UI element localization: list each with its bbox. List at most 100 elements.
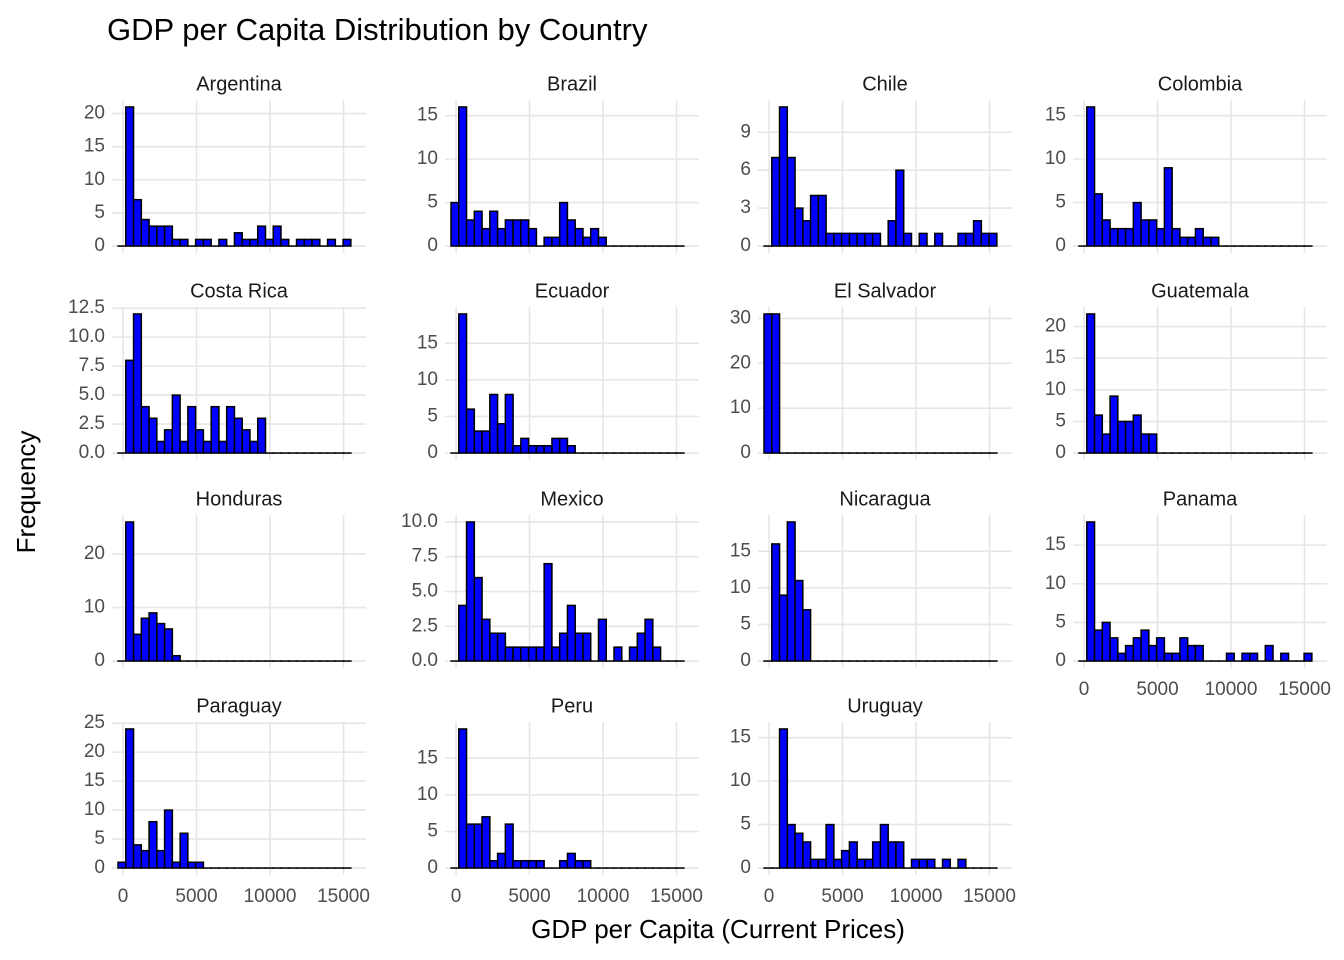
- histogram-bar: [125, 359, 135, 454]
- histogram-bar: [1124, 420, 1135, 454]
- strip-title: Panama: [1163, 488, 1238, 510]
- y-tick-label: 0: [427, 857, 438, 878]
- histogram-bar: [1109, 637, 1119, 662]
- histogram-bar: [326, 238, 337, 247]
- histogram-bar: [171, 238, 181, 247]
- y-tick-label: 2.5: [412, 615, 438, 636]
- y-tick-label: 15: [84, 770, 105, 791]
- y-tick-label: 30: [730, 307, 751, 328]
- y-tick-label: 12.5: [68, 297, 105, 318]
- x-tick-label: 5000: [1136, 679, 1178, 700]
- strip-title: Chile: [862, 73, 908, 95]
- histogram-bar: [218, 238, 228, 247]
- histogram-bar: [140, 218, 150, 247]
- histogram-bar: [233, 232, 243, 247]
- histogram-bar: [241, 238, 251, 247]
- x-tick-label: 5000: [508, 886, 550, 907]
- histogram-bar: [148, 612, 158, 662]
- histogram-bar: [871, 232, 882, 247]
- x-tick-label: 5000: [821, 886, 863, 907]
- y-tick-label: 20: [730, 352, 751, 373]
- histogram-bar: [520, 219, 530, 247]
- histogram-bar: [535, 859, 545, 869]
- histogram-bar: [156, 440, 166, 454]
- y-tick-label: 10: [1045, 573, 1066, 594]
- histogram-bar: [342, 238, 352, 247]
- y-tick-label: 10: [1045, 379, 1066, 400]
- y-tick-label: 0.0: [412, 650, 438, 671]
- histogram-bar: [241, 429, 251, 454]
- histogram-bar: [132, 313, 143, 454]
- y-tick-label: 7.5: [79, 355, 105, 376]
- histogram-bar: [543, 444, 553, 454]
- histogram-bar: [458, 313, 468, 454]
- histogram-bar: [763, 313, 773, 454]
- y-tick-label: 15: [730, 727, 751, 748]
- histogram-bar: [934, 232, 944, 247]
- histogram-bar: [132, 844, 143, 869]
- chart-title: GDP per Capita Distribution by Country: [107, 12, 648, 47]
- histogram-bar: [566, 219, 576, 247]
- histogram-bar: [613, 646, 623, 662]
- histogram-bar: [496, 852, 507, 869]
- histogram-bar: [125, 521, 135, 662]
- y-tick-label: 20: [84, 103, 105, 124]
- y-tick-label: 15: [417, 105, 438, 126]
- histogram-bar: [535, 646, 545, 662]
- histogram-bar: [527, 227, 538, 247]
- histogram-bar: [473, 210, 483, 247]
- histogram-bar: [895, 169, 905, 247]
- histogram-bar: [794, 579, 804, 662]
- y-tick-label: 10: [84, 597, 105, 618]
- y-tick-label: 0: [740, 650, 751, 671]
- x-tick-label: 15000: [317, 886, 370, 907]
- histogram-bar: [1093, 414, 1104, 454]
- histogram-bar: [1117, 227, 1127, 247]
- y-tick-label: 0: [427, 235, 438, 256]
- histogram-bar: [1194, 644, 1204, 662]
- strip-title: Ecuador: [535, 280, 610, 302]
- histogram-bar: [140, 405, 150, 454]
- histogram-bar: [856, 232, 866, 247]
- x-tick-label: 5000: [175, 886, 217, 907]
- histogram-bar: [465, 408, 476, 454]
- y-tick-label: 5: [427, 820, 438, 841]
- histogram-bar: [840, 849, 851, 869]
- x-tick-label: 15000: [650, 886, 703, 907]
- strip-title: Nicaragua: [839, 488, 931, 510]
- histogram-bar: [202, 238, 212, 247]
- histogram-bar: [1148, 433, 1158, 454]
- y-tick-label: 15: [1045, 534, 1066, 555]
- histogram-bar: [597, 236, 607, 247]
- strip-title: Mexico: [540, 488, 603, 510]
- histogram-bar: [1163, 652, 1173, 662]
- y-tick-label: 15: [417, 332, 438, 353]
- histogram-bar: [1179, 236, 1189, 247]
- histogram-bar: [551, 236, 561, 247]
- histogram-bar: [1117, 652, 1127, 662]
- histogram-bar: [895, 841, 905, 869]
- histogram-bar: [817, 194, 827, 247]
- histogram-bar: [171, 394, 181, 454]
- histogram-bar: [481, 227, 491, 247]
- histogram-bar: [218, 440, 228, 454]
- histogram-bar: [910, 858, 920, 869]
- y-tick-label: 0: [94, 235, 105, 256]
- histogram-bar: [504, 219, 514, 247]
- histogram-bar: [825, 232, 835, 247]
- histogram-bar: [163, 225, 174, 247]
- y-tick-label: 10: [84, 169, 105, 190]
- histogram-bar: [496, 423, 507, 454]
- histogram-bar: [589, 227, 600, 247]
- histogram-bar: [233, 417, 243, 454]
- histogram-bar: [496, 632, 507, 662]
- y-tick-label: 5: [427, 192, 438, 213]
- y-tick-label: 15: [417, 747, 438, 768]
- histogram-bar: [652, 646, 662, 662]
- histogram-bar: [1124, 644, 1135, 662]
- y-tick-label: 5: [94, 202, 105, 223]
- histogram-bar: [1101, 219, 1111, 247]
- histogram-bar: [481, 816, 491, 869]
- histogram-bar: [566, 444, 576, 454]
- histogram-bar: [1225, 652, 1235, 662]
